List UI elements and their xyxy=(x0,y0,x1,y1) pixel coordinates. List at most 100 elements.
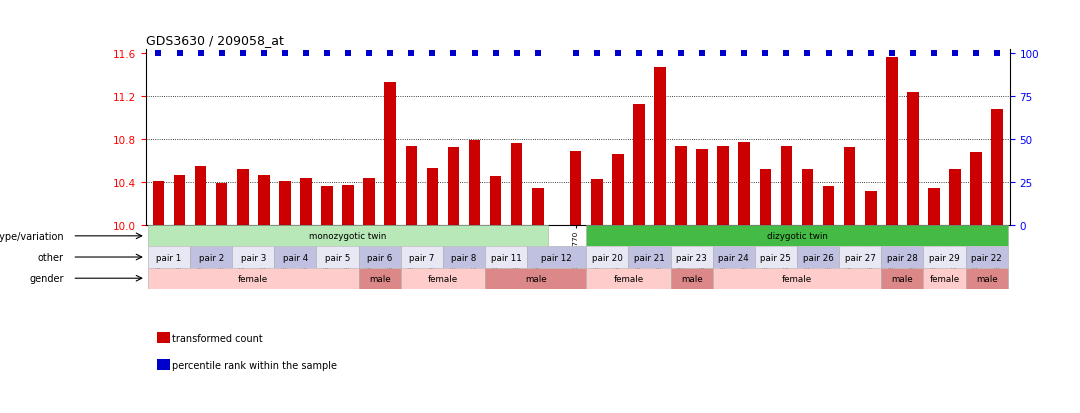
Bar xyxy=(274,247,316,268)
Bar xyxy=(570,152,581,225)
Bar xyxy=(671,268,713,289)
Text: pair 5: pair 5 xyxy=(325,253,350,262)
Text: pair 20: pair 20 xyxy=(592,253,623,262)
Text: pair 21: pair 21 xyxy=(634,253,665,262)
Bar xyxy=(881,268,923,289)
Text: pair 28: pair 28 xyxy=(887,253,918,262)
Bar xyxy=(671,247,713,268)
Bar xyxy=(886,58,897,225)
Text: pair 23: pair 23 xyxy=(676,253,707,262)
Bar xyxy=(739,143,751,225)
Bar xyxy=(781,146,793,225)
Text: dizygotic twin: dizygotic twin xyxy=(767,232,827,241)
Bar xyxy=(194,166,206,225)
Text: pair 24: pair 24 xyxy=(718,253,750,262)
Text: pair 6: pair 6 xyxy=(367,253,392,262)
Bar xyxy=(401,247,443,268)
Bar xyxy=(527,247,586,268)
Text: female: female xyxy=(239,274,268,283)
Text: pair 22: pair 22 xyxy=(971,253,1002,262)
Bar xyxy=(713,268,881,289)
Bar xyxy=(654,68,665,225)
Bar xyxy=(801,170,813,225)
Text: pair 8: pair 8 xyxy=(451,253,476,262)
Text: female: female xyxy=(782,274,812,283)
Text: genotype/variation: genotype/variation xyxy=(0,231,64,241)
Bar xyxy=(190,247,232,268)
Text: GDS3630 / 209058_at: GDS3630 / 209058_at xyxy=(146,34,284,47)
Bar xyxy=(152,182,164,225)
Bar xyxy=(633,104,645,225)
Text: pair 29: pair 29 xyxy=(929,253,960,262)
Bar xyxy=(469,141,481,225)
Bar xyxy=(843,147,855,225)
Text: female: female xyxy=(428,274,458,283)
Text: other: other xyxy=(38,252,64,262)
Bar xyxy=(823,187,835,225)
Bar xyxy=(612,155,623,225)
Text: pair 7: pair 7 xyxy=(409,253,434,262)
Bar xyxy=(697,150,707,225)
Text: male: male xyxy=(680,274,702,283)
Bar xyxy=(586,225,1008,247)
Bar xyxy=(839,247,881,268)
Text: pair 12: pair 12 xyxy=(541,253,572,262)
Bar xyxy=(759,170,771,225)
Bar xyxy=(359,247,401,268)
Bar xyxy=(174,175,186,225)
Bar xyxy=(279,182,291,225)
Bar xyxy=(258,175,270,225)
Bar xyxy=(216,184,228,225)
Text: male: male xyxy=(891,274,913,283)
Text: transformed count: transformed count xyxy=(172,333,262,343)
Text: male: male xyxy=(525,274,546,283)
Bar xyxy=(966,247,1008,268)
Text: pair 27: pair 27 xyxy=(845,253,876,262)
Bar xyxy=(300,178,312,225)
Bar xyxy=(405,146,417,225)
Bar xyxy=(342,186,354,225)
Text: pair 4: pair 4 xyxy=(283,253,308,262)
Bar xyxy=(717,146,729,225)
Bar xyxy=(148,247,190,268)
Bar xyxy=(591,180,603,225)
Text: pair 11: pair 11 xyxy=(490,253,522,262)
Bar xyxy=(321,187,333,225)
Bar xyxy=(797,247,839,268)
Bar xyxy=(970,153,982,225)
Bar xyxy=(966,268,1008,289)
Bar xyxy=(359,268,401,289)
Text: pair 26: pair 26 xyxy=(802,253,834,262)
Bar xyxy=(713,247,755,268)
Text: female: female xyxy=(930,274,959,283)
Text: pair 1: pair 1 xyxy=(157,253,181,262)
Bar xyxy=(629,247,671,268)
Bar xyxy=(384,83,396,225)
Text: male: male xyxy=(369,274,391,283)
Text: pair 3: pair 3 xyxy=(241,253,266,262)
Bar xyxy=(232,247,274,268)
Text: female: female xyxy=(613,274,644,283)
Text: monozygotic twin: monozygotic twin xyxy=(309,232,387,241)
Bar xyxy=(755,247,797,268)
Bar xyxy=(907,93,919,225)
Text: percentile rank within the sample: percentile rank within the sample xyxy=(172,360,337,370)
Bar xyxy=(148,225,549,247)
Bar xyxy=(485,247,527,268)
Bar xyxy=(949,170,961,225)
Bar xyxy=(448,147,459,225)
Bar xyxy=(316,247,359,268)
Bar xyxy=(237,170,248,225)
Bar xyxy=(427,169,438,225)
Text: pair 2: pair 2 xyxy=(199,253,224,262)
Text: pair 25: pair 25 xyxy=(760,253,792,262)
Bar xyxy=(490,176,501,225)
Bar xyxy=(928,188,940,225)
Bar xyxy=(675,146,687,225)
Bar xyxy=(991,110,1003,225)
Bar xyxy=(485,268,586,289)
Text: male: male xyxy=(976,274,998,283)
Bar xyxy=(923,268,966,289)
Bar xyxy=(148,268,359,289)
Bar xyxy=(865,191,877,225)
